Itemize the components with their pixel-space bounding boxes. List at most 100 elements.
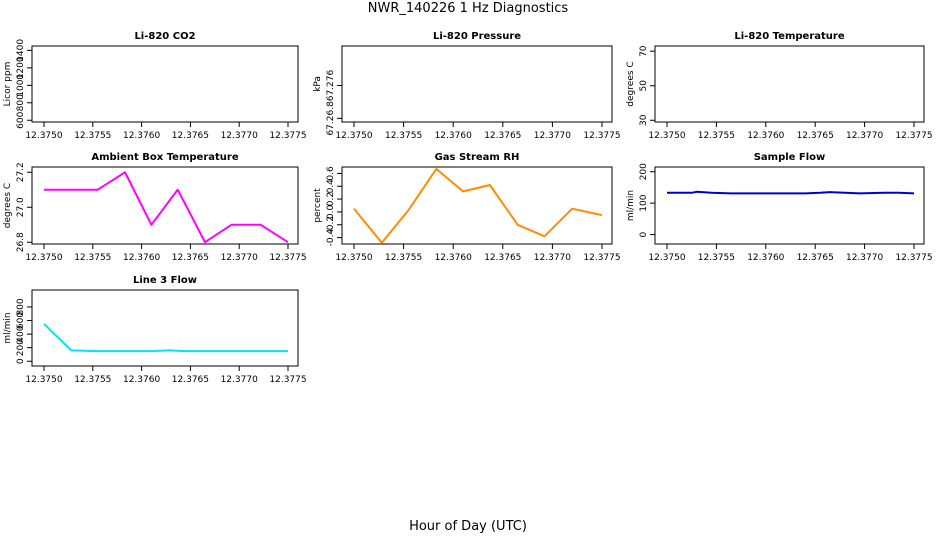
y-tick-label: 600: [16, 312, 26, 329]
y-axis-label: kPa: [313, 76, 323, 92]
x-tick-label: 12.3755: [74, 375, 111, 385]
panel-title: Li-820 Temperature: [734, 31, 844, 42]
y-tick-label: 70: [639, 45, 649, 57]
x-tick-label: 12.3750: [25, 253, 62, 263]
series-line-sample: [667, 190, 915, 195]
y-tick-label: -0.2: [326, 216, 336, 234]
y-axis-label: degrees C: [3, 183, 13, 228]
y-tick-label: 800: [16, 298, 26, 315]
y-tick-label: 600: [16, 111, 26, 128]
y-tick-label: 1200: [16, 56, 26, 79]
series-line-rh: [353, 167, 603, 244]
x-tick-label: 12.3775: [269, 253, 306, 263]
y-tick-label: 30: [639, 114, 649, 126]
panel-title: Sample Flow: [754, 152, 826, 163]
y-tick-label: 67.26.8: [326, 101, 336, 136]
y-tick-label: 27.2: [16, 162, 26, 182]
panel-frame: [31, 166, 299, 245]
x-tick-label: 12.3765: [797, 131, 834, 141]
y-tick-label: 0: [16, 358, 26, 364]
x-tick-label: 12.3760: [123, 375, 160, 385]
x-tick-label: 12.3775: [583, 131, 620, 141]
x-tick-label: 12.3755: [74, 131, 111, 141]
x-tick-label: 12.3765: [172, 253, 209, 263]
panel-line3-flow: Line 3 Flow 12.3750 12.3755 12.3760 12.3765 1…: [3, 275, 307, 385]
panel-frame: [654, 166, 925, 245]
panel-gas-stream-rh: Gas Stream RH 12.3750 12.3755 12.3760 12.376…: [313, 152, 621, 263]
x-tick-label: 12.3765: [797, 253, 834, 263]
panel-title: Line 3 Flow: [133, 275, 197, 286]
y-axis-label: ml/min: [3, 312, 13, 343]
y-tick-label: 27.0: [16, 197, 26, 217]
x-tick-label: 12.3760: [747, 131, 784, 141]
y-tick-label: 67.276: [326, 70, 336, 102]
y-tick-label: 0.6: [326, 166, 336, 181]
y-tick-label: 1000: [16, 74, 26, 97]
y-tick-label: 0.0: [326, 204, 336, 219]
x-tick-label: 12.3770: [534, 131, 571, 141]
x-tick-label: 12.3755: [698, 253, 735, 263]
panel-frame: [654, 45, 925, 123]
x-tick-label: 12.3765: [172, 131, 209, 141]
x-tick-label: 12.3755: [74, 253, 111, 263]
x-tick-label: 12.3770: [846, 253, 883, 263]
panel-title: Li-820 Pressure: [433, 31, 521, 42]
x-tick-label: 12.3755: [698, 131, 735, 141]
x-tick-label: 12.3750: [335, 253, 372, 263]
y-tick-label: 200: [16, 339, 26, 356]
x-tick-label: 12.3760: [747, 253, 784, 263]
panel-frame: [31, 289, 299, 367]
panel-frame: [341, 45, 613, 123]
x-tick-label: 12.3750: [25, 131, 62, 141]
y-tick-label: 0.2: [326, 192, 336, 206]
series-line-ambient: [44, 171, 289, 244]
series-line-line3: [43, 323, 288, 353]
y-tick-label: 400: [16, 325, 26, 342]
x-tick-label: 12.3770: [221, 131, 258, 141]
x-tick-label: 12.3760: [435, 131, 472, 141]
panel-li820-pressure: Li-820 Pressure 12.3750 12.3755 12.3760 12.3…: [313, 31, 621, 141]
y-axis-label: ml/min: [626, 190, 636, 221]
y-tick-label: 800: [16, 94, 26, 111]
page-title: NWR_140226 1 Hz Diagnostics: [367, 1, 569, 16]
y-tick-label: 50: [639, 80, 649, 92]
y-tick-label: 1400: [16, 39, 26, 62]
x-tick-label: 12.3775: [895, 131, 932, 141]
x-tick-label: 12.3775: [895, 253, 932, 263]
panel-sample-flow: Sample Flow 12.3750 12.3755 12.3760 12.3765 1…: [626, 152, 933, 263]
x-tick-label: 12.3765: [484, 131, 521, 141]
y-tick-label: -0.4: [326, 229, 336, 247]
y-axis-label: percent: [313, 188, 323, 223]
panel-title: Li-820 CO2: [134, 31, 195, 42]
y-tick-label: 200: [639, 163, 649, 180]
y-tick-label: 0.4: [326, 179, 336, 194]
x-tick-label: 12.3750: [335, 131, 372, 141]
x-tick-label: 12.3770: [534, 253, 571, 263]
panel-title: Gas Stream RH: [435, 152, 520, 163]
panel-li820-temperature: Li-820 Temperature 12.3750 12.3755 12.3760 1…: [626, 31, 933, 141]
x-tick-label: 12.3750: [648, 253, 685, 263]
x-tick-label: 12.3775: [269, 131, 306, 141]
y-axis-label: Licor ppm: [3, 62, 13, 107]
x-tick-label: 12.3775: [269, 375, 306, 385]
x-tick-label: 12.3750: [25, 375, 62, 385]
x-tick-label: 12.3750: [648, 131, 685, 141]
x-tick-label: 12.3760: [435, 253, 472, 263]
x-tick-label: 12.3760: [123, 253, 160, 263]
panel-frame: [31, 45, 299, 123]
panel-ambient-box-temperature: Ambient Box Temperature 12.3750 12.3755 12.…: [3, 152, 307, 263]
y-tick-label: 0: [639, 231, 649, 237]
x-tick-label: 12.3770: [221, 253, 258, 263]
x-tick-label: 12.3755: [385, 131, 422, 141]
x-tick-label: 12.3770: [846, 131, 883, 141]
panel-title: Ambient Box Temperature: [91, 152, 238, 163]
x-tick-label: 12.3755: [385, 253, 422, 263]
y-tick-label: 100: [639, 194, 649, 211]
panel-frame: [341, 166, 613, 245]
x-axis-label: Hour of Day (UTC): [409, 519, 527, 534]
x-tick-label: 12.3770: [221, 375, 258, 385]
y-axis-label: degrees C: [626, 61, 636, 106]
y-tick-label: 26.8: [16, 232, 26, 252]
panel-li820-co2: Li-820 CO2 12.3750 12.3755 12.3760 12.3765 12…: [3, 31, 307, 141]
